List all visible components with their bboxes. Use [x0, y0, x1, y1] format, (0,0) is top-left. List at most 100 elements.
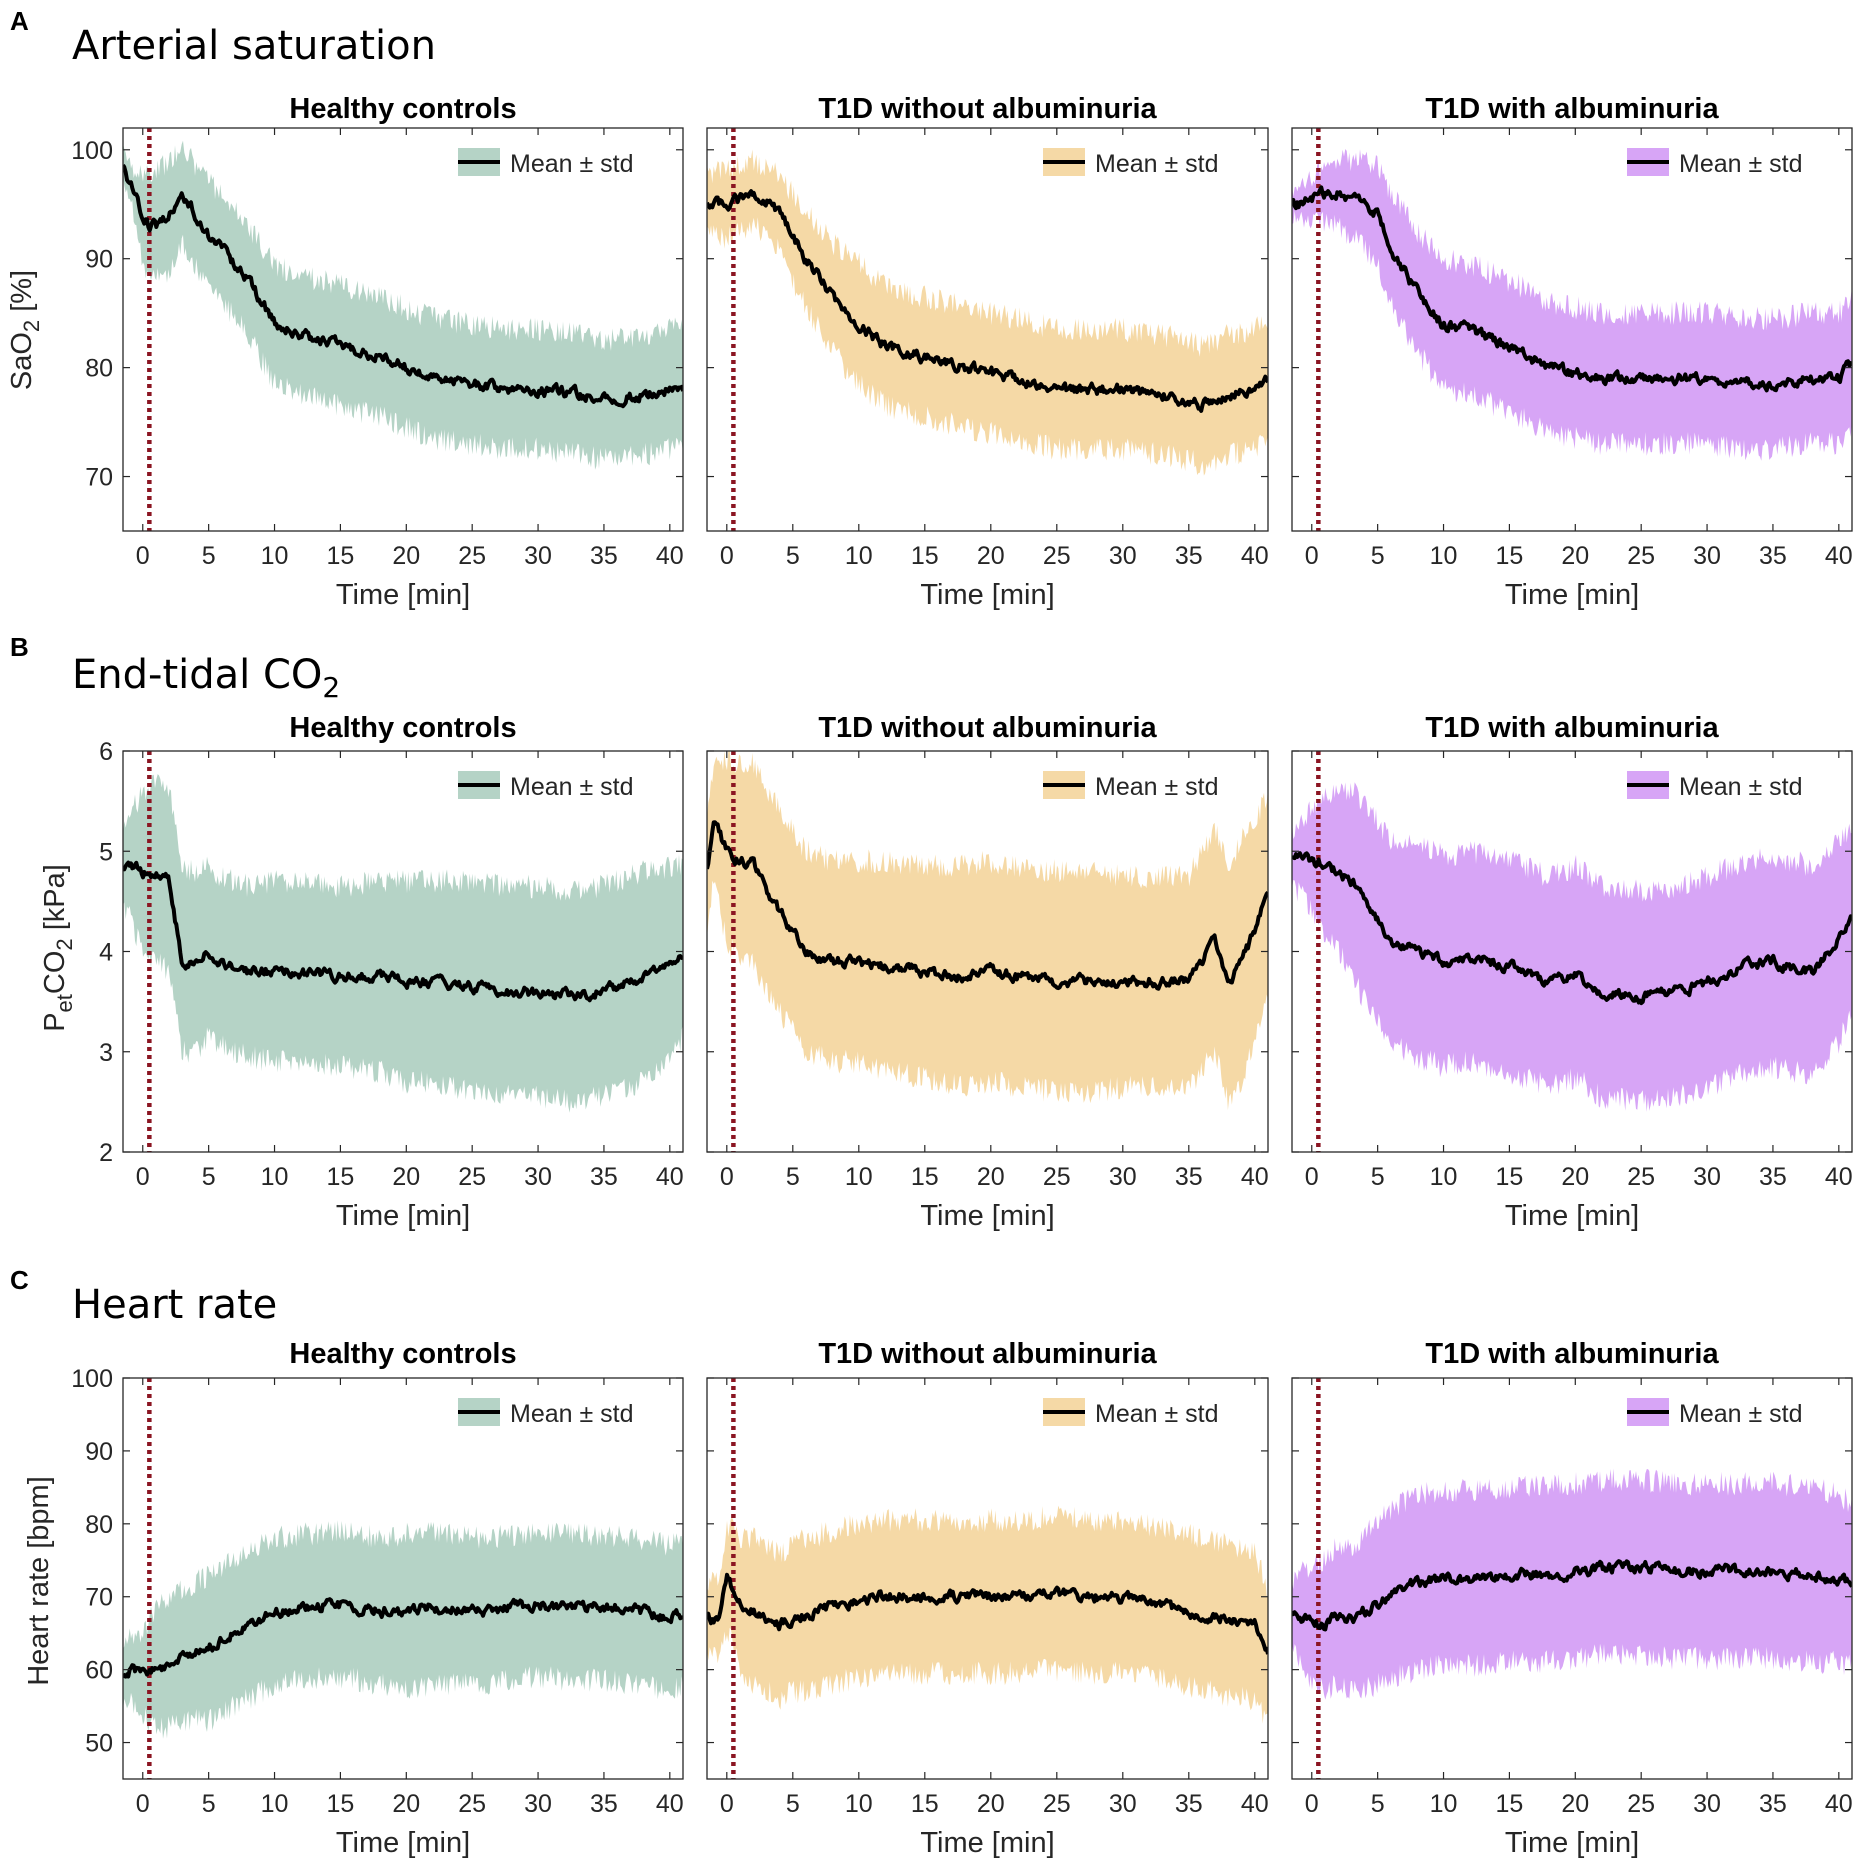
std-band — [1292, 782, 1852, 1112]
x-tick-label: 20 — [977, 1163, 1005, 1191]
x-axis-label: Time [min] — [1505, 1200, 1639, 1232]
panel-letter-c: C — [10, 1265, 29, 1295]
y-tick-label: 60 — [85, 1657, 113, 1685]
subplot-title: T1D with albuminuria — [1425, 712, 1719, 744]
x-tick-label: 0 — [136, 542, 150, 570]
legend-label: Mean ± std — [1679, 773, 1803, 801]
y-tick-label: 5 — [99, 838, 113, 866]
x-tick-label: 40 — [1241, 1790, 1269, 1818]
panel-letter-b: B — [10, 632, 29, 662]
x-tick-label: 5 — [1371, 1790, 1385, 1818]
x-tick-label: 40 — [656, 1790, 684, 1818]
legend-label: Mean ± std — [510, 1400, 634, 1428]
x-tick-label: 20 — [392, 1163, 420, 1191]
plot-area — [123, 128, 683, 531]
plot-area — [123, 751, 683, 1152]
section-title-co2: End-tidal CO2 — [72, 652, 340, 704]
mean-line — [1292, 185, 1852, 393]
x-tick-label: 15 — [327, 1790, 355, 1818]
x-axis-label: Time [min] — [336, 1827, 470, 1859]
chart-panel-8: 0 5 10 15 20 25 30 35 40 T1D without albuminuria T… — [706, 1338, 1269, 1859]
x-tick-label: 35 — [1759, 1790, 1787, 1818]
x-tick-label: 10 — [261, 542, 289, 570]
x-tick-label: 35 — [1175, 1163, 1203, 1191]
y-tick-label: 50 — [85, 1730, 113, 1758]
subplot-title: Healthy controls — [289, 93, 516, 125]
x-tick-label: 10 — [1430, 542, 1458, 570]
panel-letter-a: A — [10, 6, 29, 36]
y-tick-label: 2 — [99, 1139, 113, 1167]
x-tick-label: 30 — [1693, 542, 1721, 570]
x-tick-label: 10 — [261, 1790, 289, 1818]
x-tick-label: 20 — [1561, 1163, 1589, 1191]
x-tick-label: 15 — [327, 542, 355, 570]
x-axis-label: Time [min] — [920, 1827, 1054, 1859]
legend-label: Mean ± std — [1095, 1400, 1219, 1428]
y-tick-label: 80 — [85, 1511, 113, 1539]
std-band — [707, 149, 1268, 476]
x-axis-label: Time [min] — [920, 1200, 1054, 1232]
x-tick-label: 40 — [1241, 1163, 1269, 1191]
x-tick-label: 5 — [786, 1163, 800, 1191]
chart-panel-1: 0 5 10 15 20 25 30 35 40 70 80 90 100 Healthy control… — [71, 93, 683, 611]
y-tick-label: 6 — [99, 738, 113, 766]
x-tick-label: 30 — [1693, 1163, 1721, 1191]
plot-area — [1292, 1378, 1852, 1779]
x-tick-label: 0 — [720, 542, 734, 570]
x-tick-label: 30 — [524, 1790, 552, 1818]
x-tick-label: 25 — [1627, 1790, 1655, 1818]
y-axis-label-sao2: SaO2 [%] — [6, 270, 44, 390]
chart-panel-9: 0 5 10 15 20 25 30 35 40 T1D with albuminuria Time… — [1291, 1338, 1853, 1859]
mean-line — [707, 820, 1268, 991]
mean-line — [707, 189, 1268, 413]
subplot-title: T1D with albuminuria — [1425, 93, 1719, 125]
y-axis-label-hr: Heart rate [bpm] — [23, 1476, 55, 1686]
x-tick-label: 35 — [1759, 542, 1787, 570]
x-axis-label: Time [min] — [336, 579, 470, 611]
legend-label: Mean ± std — [510, 150, 634, 178]
legend-label: Mean ± std — [510, 773, 634, 801]
x-tick-label: 20 — [392, 1790, 420, 1818]
plot-area — [707, 1378, 1268, 1779]
x-tick-label: 40 — [1241, 542, 1269, 570]
x-tick-label: 15 — [911, 1790, 939, 1818]
x-tick-label: 15 — [1496, 542, 1524, 570]
y-tick-label: 100 — [71, 137, 113, 165]
x-tick-label: 25 — [458, 1790, 486, 1818]
subplot-title: T1D without albuminuria — [818, 712, 1157, 744]
x-axis-label: Time [min] — [336, 1200, 470, 1232]
plot-frame — [706, 127, 1269, 532]
y-axis-label-petco2-mid: CO — [39, 951, 71, 995]
x-tick-label: 10 — [845, 542, 873, 570]
y-axis-label-sao2-main: SaO — [6, 332, 38, 390]
y-axis-label-sao2-tail: [%] — [6, 270, 38, 320]
y-axis-label-petco2-sub2: 2 — [52, 938, 77, 950]
y-tick-label: 90 — [85, 1438, 113, 1466]
x-tick-label: 0 — [720, 1163, 734, 1191]
mean-line — [1292, 851, 1852, 1006]
x-tick-label: 35 — [1759, 1163, 1787, 1191]
y-axis-label-sao2-sub: 2 — [19, 320, 44, 332]
x-tick-label: 35 — [590, 542, 618, 570]
x-tick-label: 25 — [1043, 1790, 1071, 1818]
x-tick-label: 15 — [911, 542, 939, 570]
subplot-title: Healthy controls — [289, 712, 516, 744]
mean-line — [123, 1597, 683, 1679]
plot-area — [123, 1378, 683, 1779]
x-tick-label: 30 — [1109, 1790, 1137, 1818]
std-band — [1292, 149, 1852, 461]
chart-panel-2: 0 5 10 15 20 25 30 35 40 T1D without albuminuria T… — [706, 93, 1269, 611]
y-axis-label-petco2-tail: [kPa] — [39, 864, 71, 938]
y-tick-label: 70 — [85, 464, 113, 492]
x-tick-label: 10 — [1430, 1163, 1458, 1191]
x-tick-label: 10 — [1430, 1790, 1458, 1818]
std-band — [707, 1505, 1268, 1724]
x-tick-label: 25 — [1627, 542, 1655, 570]
x-axis-label: Time [min] — [1505, 1827, 1639, 1859]
plot-area — [707, 751, 1268, 1152]
y-tick-label: 90 — [85, 246, 113, 274]
subplot-title: Healthy controls — [289, 1338, 516, 1370]
x-tick-label: 35 — [590, 1790, 618, 1818]
x-tick-label: 10 — [845, 1163, 873, 1191]
